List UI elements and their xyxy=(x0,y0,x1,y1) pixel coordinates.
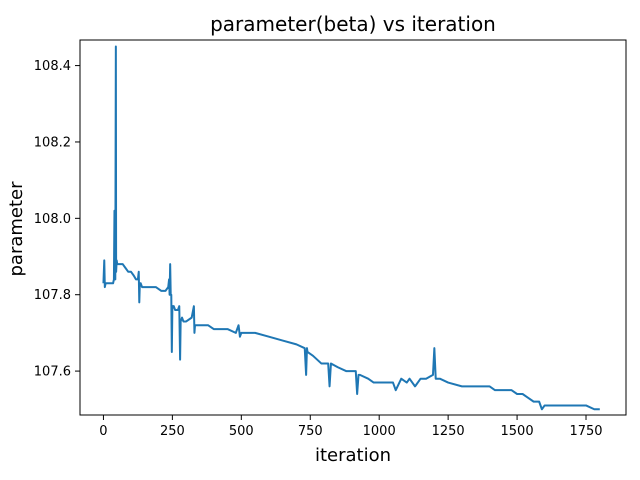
x-tick-label: 1500 xyxy=(501,424,534,439)
x-axis: 0 250 500 750 1000 1250 1500 1750 xyxy=(99,415,603,439)
y-tick-label: 108.2 xyxy=(34,135,71,150)
chart-title: parameter(beta) vs iteration xyxy=(210,12,496,36)
series-line-0 xyxy=(102,45,600,411)
y-tick-label: 107.6 xyxy=(34,365,71,380)
x-axis-label: iteration xyxy=(315,445,391,466)
y-tick-label: 108.4 xyxy=(34,59,71,74)
x-tick-label: 1750 xyxy=(569,424,602,439)
x-tick-label: 0 xyxy=(99,424,107,439)
x-tick-label: 500 xyxy=(229,424,254,439)
plot-area xyxy=(102,45,600,411)
x-tick-label: 250 xyxy=(160,424,185,439)
y-tick-label: 107.8 xyxy=(34,288,71,303)
x-tick-label: 1250 xyxy=(432,424,465,439)
y-axis: 107.6 107.8 108.0 108.2 108.4 xyxy=(34,59,80,380)
axes-frame xyxy=(79,39,627,416)
x-tick-label: 750 xyxy=(298,424,323,439)
y-axis-label: parameter xyxy=(6,181,27,277)
y-tick-label: 108.0 xyxy=(34,212,71,227)
x-tick-label: 1000 xyxy=(363,424,396,439)
